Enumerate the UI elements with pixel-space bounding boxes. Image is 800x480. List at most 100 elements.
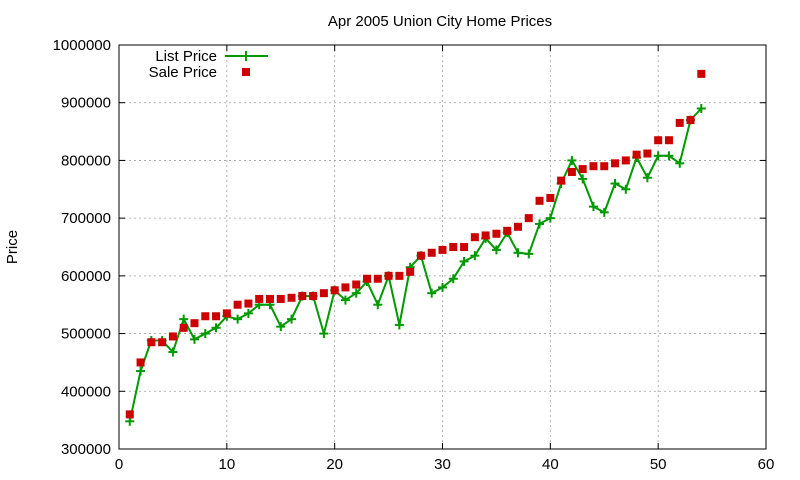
sale-price-point [395,271,404,280]
sale-price-point [611,159,620,168]
list-price-point [599,207,609,217]
sale-price-point [546,193,555,202]
y-axis-label: Price [4,230,21,264]
legend-marker-list-price [241,51,251,61]
x-tick-label: 0 [115,456,123,473]
chart-title: Apr 2005 Union City Home Prices [328,13,552,30]
list-price-point [535,219,545,229]
y-tick-label: 600000 [61,268,111,285]
sale-price-point [352,280,361,289]
sale-price-point [632,150,641,159]
list-price-line [128,107,703,422]
y-tick-label: 300000 [61,441,111,458]
sale-price-point [664,136,673,145]
legend-label-sale-price: Sale Price [149,64,217,81]
sale-price-point [319,289,328,298]
plot-area-border [118,44,767,450]
sale-price-point [265,294,274,303]
sale-price-point [589,162,598,171]
sale-price-point [168,332,177,341]
list-price-point [136,366,146,376]
legend-label-list-price: List Price [155,48,217,65]
y-tick-label: 1000000 [53,37,111,54]
list-price-point [211,323,221,333]
sale-price-point [470,233,479,242]
x-tick-label: 10 [218,456,235,473]
y-tick-label: 700000 [61,210,111,227]
sale-price-point [330,286,339,295]
list-price-point [373,300,383,310]
sale-price-point [481,231,490,240]
list-price-point [470,251,480,261]
list-price-point [233,314,243,324]
list-price-point [567,155,577,165]
sale-price-point [654,136,663,145]
sale-price-point [697,69,706,78]
list-price-point [513,248,523,258]
list-price-point [276,322,286,332]
sale-price-point [406,267,415,276]
list-price-point [427,288,437,298]
sale-price-point [341,283,350,292]
sale-price-point [179,323,188,332]
y-tick-label: 400000 [61,383,111,400]
list-price-point [675,158,685,168]
legend-marker-sale-price [242,68,250,76]
sale-price-point [190,319,199,328]
y-axis-ticks: 300000 400000 500000 600000 700000 800000 9000… [53,37,766,458]
sale-price-point [643,149,652,158]
x-axis-ticks: 0 10 20 30 40 50 60 [115,45,775,473]
legend: List Price Sale Price [149,48,268,81]
list-price-point [696,103,706,113]
sale-price-point [222,309,231,318]
sale-price-point [373,274,382,283]
list-price-point [653,151,663,161]
sale-price-point [524,214,533,223]
x-tick-label: 30 [434,456,451,473]
sale-price-point [427,248,436,257]
list-price-point [394,320,404,330]
list-price-point [179,314,189,324]
list-price-point [200,329,210,339]
x-tick-label: 60 [758,456,775,473]
sale-price-point [438,245,447,254]
sale-price-point [309,292,318,301]
list-price-point [287,314,297,324]
data-series [125,69,706,426]
list-price-point [459,256,469,266]
sale-price-point [460,243,469,251]
sale-price-point [513,222,522,231]
list-price-point [524,249,534,259]
x-tick-label: 40 [542,456,559,473]
y-tick-label: 500000 [61,326,111,343]
sale-price-point [449,243,458,251]
sale-price-point [276,294,285,303]
sale-price-point [244,299,253,308]
sale-price-point [125,410,134,419]
sale-price-point [212,312,221,321]
sale-price-point [233,300,242,309]
sale-price-point [147,338,156,347]
sale-price-point [503,226,512,235]
list-price-point [491,245,501,255]
list-price-point [621,184,631,194]
list-price-point [351,288,361,298]
sale-price-point [567,167,576,176]
list-price-point [448,274,458,284]
sale-price-point [686,116,695,125]
sale-price-point [298,292,307,301]
list-price-point [319,329,329,339]
sale-price-point [158,338,167,347]
list-price-point [610,179,620,189]
x-tick-label: 20 [326,456,343,473]
y-tick-label: 900000 [61,95,111,112]
list-price-point [588,202,598,212]
sale-price-point [136,358,145,367]
list-price-point [189,334,199,344]
sale-price-point [201,312,210,321]
list-price-point [578,174,588,184]
sale-price-point [363,274,372,283]
sale-price-point [287,293,296,302]
sale-price-point [578,165,587,174]
